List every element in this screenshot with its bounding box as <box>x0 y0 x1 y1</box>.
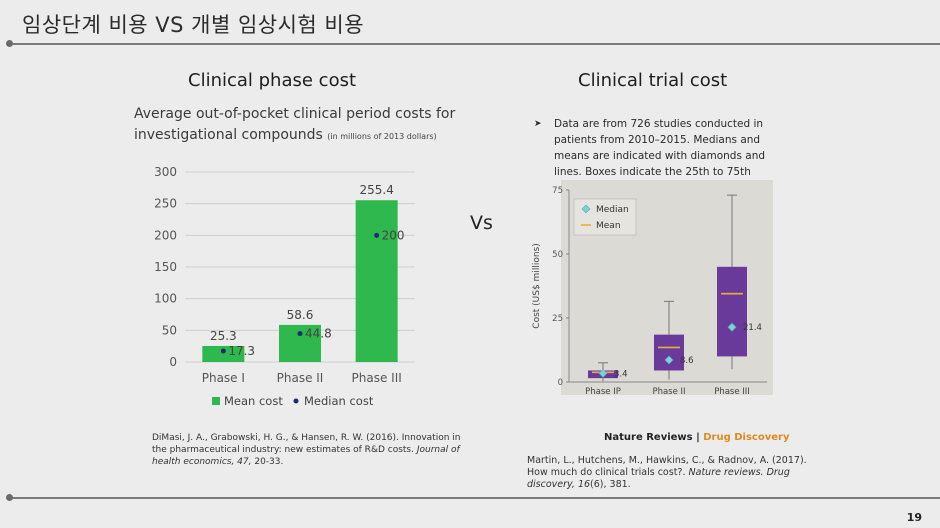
mean-value-label: 25.3 <box>210 329 237 343</box>
y-tick-label: 150 <box>154 260 177 274</box>
right-note-text: Data are from 726 studies conducted in p… <box>554 118 766 178</box>
y-tick-label: 75 <box>552 186 563 196</box>
x-tick-label: Phase I <box>202 371 245 385</box>
legend-median-label: Median <box>596 205 629 215</box>
slide-title: 임상단계 비용 VS 개별 임상시험 비용 <box>22 13 365 37</box>
right-reference-journal: Nature reviews. Drug discovery, 16 <box>527 467 790 490</box>
y-tick-label: 0 <box>169 355 177 369</box>
y-tick-label: 250 <box>154 197 177 211</box>
legend-median-label: Median cost <box>304 394 374 408</box>
left-reference: DiMasi, J. A., Grabowski, H. G., & Hanse… <box>152 432 472 468</box>
right-heading: Clinical trial cost <box>578 70 728 91</box>
median-value-label: 21.4 <box>743 323 762 333</box>
y-tick-label: 100 <box>154 292 177 306</box>
mean-cost-bar <box>355 200 398 362</box>
y-tick-label: 0 <box>558 378 563 388</box>
legend-median-diamond <box>581 204 591 214</box>
median-diamond <box>598 368 608 378</box>
median-value-label: 8.6 <box>680 356 694 366</box>
nature-reviews-source: Nature Reviews | Drug Discovery <box>604 432 789 443</box>
left-subtitle-small: (in millions of 2013 dollars) <box>327 132 437 141</box>
source-separator: | <box>692 432 704 443</box>
trial-cost-box-chart: 0 25 50 75 Cost (US$ millions) 3.4 Phase IP 8.6… <box>532 180 773 397</box>
mean-cost-bar <box>279 324 321 362</box>
x-tick-label: Phase III <box>352 371 402 385</box>
mean-value-label: 58.6 <box>287 308 314 322</box>
bottom-divider <box>8 497 940 499</box>
right-reference-text: Martin, L., Hutchens, M., Hawkins, C., &… <box>527 455 807 478</box>
y-tick-label: 300 <box>154 165 177 179</box>
legend-median-swatch <box>293 398 299 404</box>
median-value-label: 200 <box>382 228 405 242</box>
median-value-label: 3.4 <box>614 369 628 379</box>
x-tick-label: Phase IP <box>585 387 621 397</box>
iqr-box <box>654 334 684 371</box>
y-tick-label: 50 <box>162 323 177 337</box>
y-tick-label: 200 <box>154 228 177 242</box>
median-diamond <box>727 322 737 332</box>
legend-box <box>573 198 637 236</box>
left-reference-pages: 20-33. <box>251 457 284 467</box>
x-tick-label: Phase III <box>714 387 750 397</box>
right-reference: Martin, L., Hutchens, M., Hawkins, C., &… <box>527 455 827 491</box>
left-reference-text: DiMasi, J. A., Grabowski, H. G., & Hanse… <box>152 433 461 455</box>
arrow-bullet-icon: ➤ <box>534 119 542 129</box>
mean-value-label: 255.4 <box>359 183 393 197</box>
left-subtitle: Average out-of-pocket clinical period co… <box>134 104 474 147</box>
x-tick-label: Phase II <box>277 371 324 385</box>
vs-label: Vs <box>470 212 493 234</box>
legend-mean-label: Mean <box>596 221 621 231</box>
median-diamond <box>664 355 674 365</box>
y-axis-label: Cost (US$ millions) <box>532 243 542 328</box>
left-subtitle-main: Average out-of-pocket clinical period co… <box>134 106 456 143</box>
legend-mean-swatch <box>212 397 220 405</box>
phase-cost-bar-chart: 0 50 100 150 200 250 300 25.317.3 Phase I 58.6 44.… <box>154 165 415 408</box>
x-tick-label: Phase II <box>652 387 685 397</box>
y-tick-label: 50 <box>552 250 563 260</box>
median-value-label: 17.3 <box>228 344 255 358</box>
iqr-box <box>717 266 747 357</box>
bottom-divider-dot <box>6 494 13 501</box>
mean-cost-bar <box>202 345 245 362</box>
median-value-label: 44.8 <box>305 327 332 341</box>
legend-mean-label: Mean cost <box>224 394 283 408</box>
left-reference-journal: Journal of health economics, 47, <box>152 445 460 467</box>
page-number: 19 <box>906 511 922 524</box>
top-divider-dot <box>6 40 13 47</box>
y-tick-label: 25 <box>552 314 563 324</box>
source-brand: Nature Reviews <box>604 432 693 443</box>
median-cost-point <box>374 232 380 238</box>
top-divider <box>8 43 940 45</box>
left-heading: Clinical phase cost <box>188 70 357 91</box>
source-section: Drug Discovery <box>703 432 790 443</box>
right-reference-pages: (6), 381. <box>590 479 631 490</box>
median-cost-point <box>220 348 226 354</box>
right-note: ➤ Data are from 726 studies conducted in… <box>534 116 794 180</box>
median-cost-point <box>297 331 303 337</box>
